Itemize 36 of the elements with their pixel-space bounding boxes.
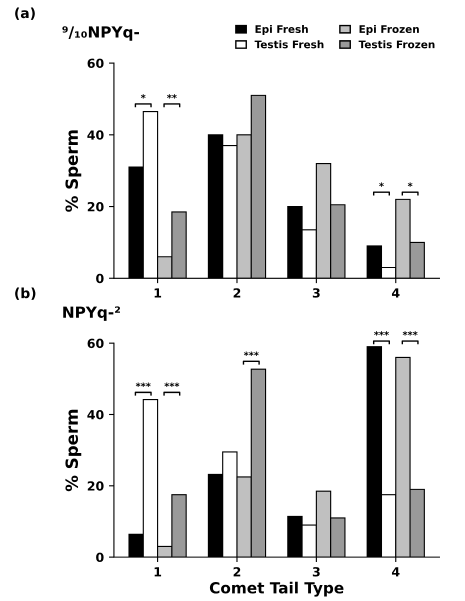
y-axis-title: % Sperm — [65, 130, 82, 212]
legend-label: Testis Frozen — [358, 40, 434, 48]
annotation: *** — [244, 351, 259, 356]
annotation: * — [408, 182, 412, 187]
chart-title: NPYq-² — [63, 306, 120, 321]
y-tick-label: 60 — [88, 58, 104, 68]
text: *** — [402, 331, 418, 336]
x-tick-label: 2 — [234, 288, 240, 298]
y-tick-label: 60 — [88, 338, 104, 348]
x-tick-label: 4 — [392, 567, 400, 576]
y-axis-title: % Sperm — [65, 410, 82, 492]
annotation: *** — [136, 382, 151, 388]
annotation: ** — [166, 94, 177, 99]
y-tick-label: 40 — [87, 130, 104, 140]
annotation: *** — [164, 382, 180, 388]
text: (a) — [15, 7, 35, 20]
y-tick-label: 20 — [88, 202, 104, 212]
x-tick-label: 3 — [312, 567, 320, 577]
x-tick-label: 1 — [154, 567, 162, 576]
x-tick-label: 4 — [392, 288, 400, 298]
y-tick-label: 20 — [88, 481, 104, 491]
text: (b) — [15, 288, 36, 300]
x-tick-label: 1 — [154, 288, 162, 298]
legend-label: Epi Fresh — [256, 24, 308, 36]
y-tick-label: 0 — [96, 274, 104, 284]
text: *** — [374, 331, 389, 336]
chart-title: ⁹/₁₀NPYq- — [62, 26, 139, 41]
legend-label: Testis Fresh — [254, 40, 324, 48]
y-tick-label: 0 — [96, 552, 104, 562]
x-tick-label: 3 — [312, 288, 320, 298]
x-tick-label: 2 — [234, 567, 240, 576]
x-axis-title: Comet Tail Type — [210, 582, 344, 597]
annotation: * — [140, 94, 146, 99]
y-tick-label: 40 — [87, 410, 104, 420]
legend-label: Epi Frozen — [360, 24, 419, 36]
annotation: * — [379, 182, 384, 187]
